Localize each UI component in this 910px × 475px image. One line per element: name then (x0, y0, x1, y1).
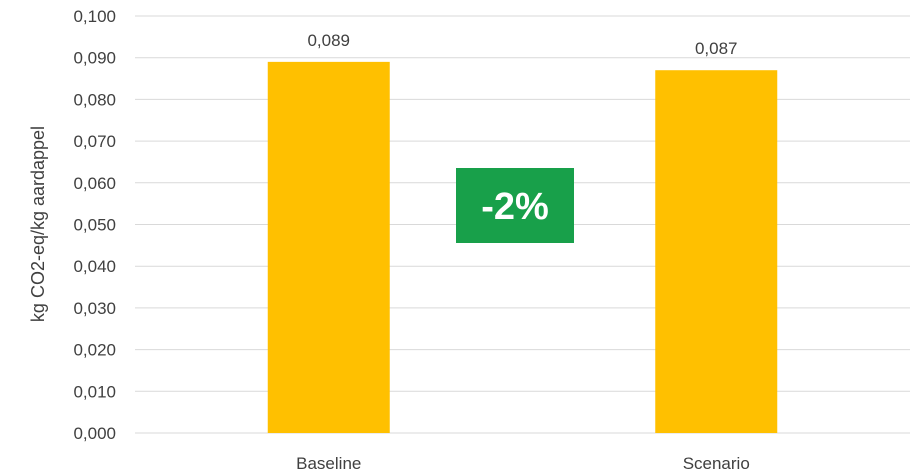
x-tick-label-scenario: Scenario (683, 454, 750, 473)
y-tick-label: 0,020 (73, 341, 116, 360)
y-tick-label: 0,010 (73, 382, 116, 401)
y-tick-label: 0,030 (73, 299, 116, 318)
bar-baseline (267, 61, 390, 434)
change-annotation-background (456, 168, 574, 243)
data-labels: 0,089 0,087 (307, 31, 737, 58)
change-annotation-text: -2% (481, 186, 549, 228)
y-tick-label: 0,080 (73, 90, 116, 109)
y-tick-label: 0,040 (73, 257, 116, 276)
y-tick-label: 0,100 (73, 7, 116, 26)
x-axis-ticks: Baseline Scenario (296, 454, 750, 473)
y-tick-label: 0,090 (73, 49, 116, 68)
y-tick-label: 0,000 (73, 424, 116, 443)
y-axis-ticks: 0,000 0,010 0,020 0,030 0,040 0,050 0,060 0,070… (73, 7, 116, 443)
x-tick-label-baseline: Baseline (296, 454, 361, 473)
y-tick-label: 0,060 (73, 174, 116, 193)
change-annotation-badge: -2% (456, 168, 574, 243)
y-axis-label: kg CO2-eq/kg aardappel (28, 126, 48, 322)
y-tick-label: 0,050 (73, 216, 116, 235)
data-label-scenario: 0,087 (695, 39, 738, 58)
data-label-baseline: 0,089 (307, 31, 350, 50)
bar-scenario (655, 70, 778, 434)
bars (267, 61, 778, 434)
y-tick-label: 0,070 (73, 132, 116, 151)
